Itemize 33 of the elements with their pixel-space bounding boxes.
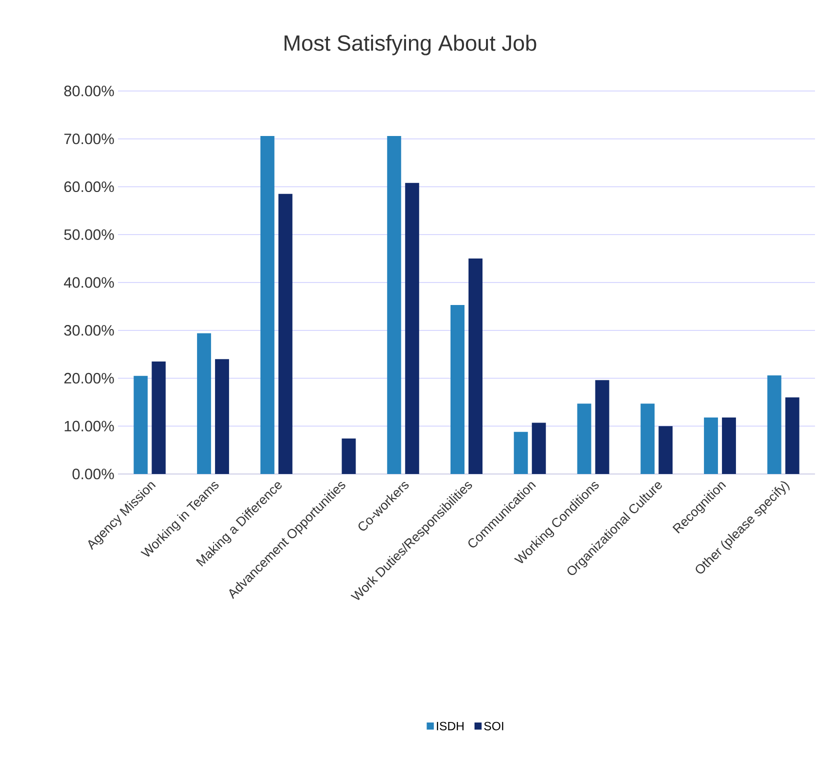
y-tick-label: 70.00% [64, 134, 114, 144]
bar [658, 426, 673, 474]
legend-label: ISDH [436, 722, 464, 730]
bar [215, 359, 230, 474]
y-tick-label: 20.00% [64, 372, 114, 384]
legend-label: SOI [484, 722, 504, 730]
bar [152, 361, 166, 474]
y-tick-label: 30.00% [64, 325, 114, 336]
bar [595, 380, 610, 474]
chart-title: Most Satisfying About Job [284, 34, 536, 56]
y-tick-label: 0.00% [72, 468, 114, 480]
bar [387, 136, 402, 474]
bar [405, 182, 420, 474]
bar [785, 397, 800, 474]
bar [640, 404, 655, 474]
bar [197, 333, 212, 474]
y-tick-label: 80.00% [64, 86, 114, 96]
bar [704, 418, 718, 474]
y-tick-label: 60.00% [64, 181, 114, 192]
bar [260, 136, 274, 474]
bar [722, 418, 736, 474]
bar [577, 404, 592, 474]
bar [514, 432, 528, 474]
bar [450, 304, 464, 474]
bar [342, 438, 356, 474]
bar [278, 194, 292, 474]
bar [767, 375, 782, 474]
y-tick-label: 10.00% [64, 420, 114, 432]
bar [134, 376, 148, 474]
bar [532, 422, 546, 474]
y-tick-label: 40.00% [64, 277, 114, 288]
y-tick-label: 50.00% [64, 229, 114, 240]
bar [468, 258, 483, 474]
